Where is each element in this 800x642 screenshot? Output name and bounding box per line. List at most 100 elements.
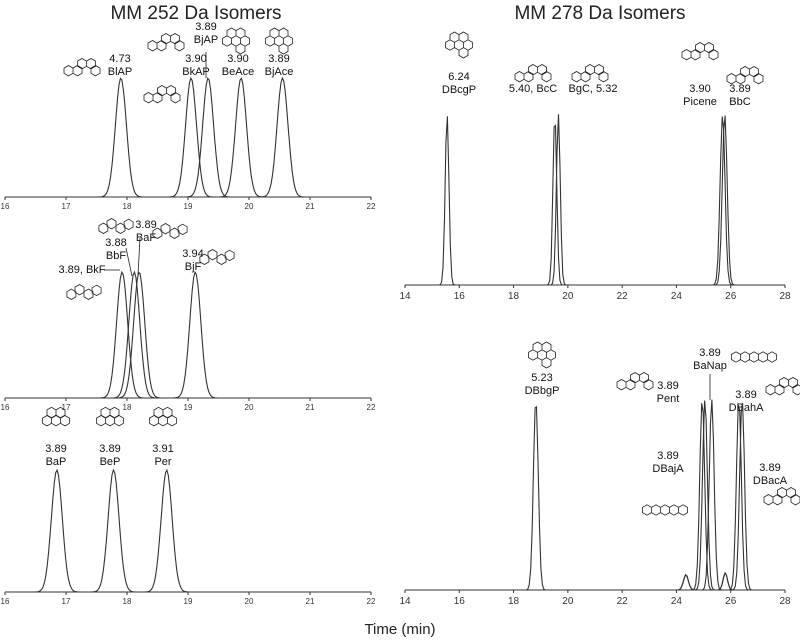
x-tick-label: 18 bbox=[123, 403, 132, 412]
baf-structure-icon bbox=[152, 223, 188, 239]
peak-name-bkap: BkAP bbox=[182, 66, 210, 78]
dbcgp-structure-rings bbox=[445, 31, 473, 59]
x-tick-label: 26 bbox=[725, 291, 737, 302]
x-tick-label: 14 bbox=[399, 596, 411, 607]
peak-name-bbf: BbF bbox=[106, 250, 126, 262]
bgc-structure-rings bbox=[571, 64, 609, 83]
peak-value-dbaja: 3.89 bbox=[657, 450, 678, 462]
peak-name-bjap: BjAP bbox=[194, 34, 218, 46]
bgc-structure-icon bbox=[571, 64, 609, 83]
banap-structure-icon bbox=[731, 351, 777, 363]
peak-trace-bbc bbox=[405, 115, 785, 286]
leader-line-baf bbox=[137, 237, 141, 276]
panel-right-bottom: 14 16 18 20 22 24 26 285.23DBbgP3.89DBajA3.89Pe… bbox=[399, 341, 800, 607]
peak-value-bjace: 3.89 bbox=[268, 53, 289, 65]
peak-label-bgc: BgC, 5.32 bbox=[569, 83, 618, 95]
peak-trace-bjf bbox=[5, 270, 371, 399]
bkf-structure-rings bbox=[66, 284, 102, 300]
peak-value-blap: 4.73 bbox=[109, 53, 130, 65]
dbbgp-structure-icon bbox=[528, 341, 556, 369]
beace-structure-icon bbox=[222, 27, 250, 55]
peak-value-per: 3.91 bbox=[152, 443, 173, 455]
x-tick-label: 17 bbox=[62, 202, 71, 211]
dbcgp-structure-icon bbox=[445, 31, 473, 59]
peak-value-dbcgp: 6.24 bbox=[448, 71, 469, 83]
pent-structure-rings bbox=[616, 372, 654, 391]
peak-trace-bkap bbox=[5, 76, 371, 198]
peak-trace-pent bbox=[405, 400, 785, 591]
peak-name-bjace: BjAce bbox=[265, 66, 294, 78]
bkap-structure-icon bbox=[147, 33, 185, 52]
peak-value-picene: 3.90 bbox=[689, 83, 710, 95]
bep-structure-rings bbox=[96, 406, 124, 427]
beace-structure-rings bbox=[222, 27, 250, 55]
peak-name-dbbgp: DBbgP bbox=[525, 385, 560, 397]
peak-trace-dbaca bbox=[405, 402, 785, 591]
x-tick-label: 21 bbox=[306, 202, 315, 211]
x-tick-label: 18 bbox=[508, 291, 520, 302]
x-tick-label: 28 bbox=[779, 596, 791, 607]
peak-name-baf: BaF bbox=[136, 232, 156, 244]
dbaja-structure-rings bbox=[642, 504, 688, 516]
peak-name-per: Per bbox=[154, 456, 171, 468]
dbaha-structure-rings bbox=[765, 377, 800, 396]
peak-trace-bkf bbox=[5, 270, 371, 399]
bkap-structure-rings bbox=[147, 33, 185, 52]
peak-name-bbc: BbC bbox=[729, 96, 750, 108]
peak-value-bbc: 3.89 bbox=[729, 83, 750, 95]
x-tick-label: 19 bbox=[184, 597, 193, 606]
peak-name-bjf: BjF bbox=[185, 261, 202, 273]
peak-value-dbaha: 3.89 bbox=[735, 389, 756, 401]
x-tick-label: 24 bbox=[671, 596, 683, 607]
right-heading: MM 278 Da Isomers bbox=[514, 3, 685, 24]
bbc-structure-icon bbox=[726, 66, 764, 85]
bjace-structure-icon bbox=[265, 27, 293, 55]
x-tick-label: 18 bbox=[123, 202, 132, 211]
x-tick-label: 18 bbox=[508, 596, 520, 607]
per-structure-icon bbox=[149, 406, 177, 427]
peak-name-picene: Picene bbox=[683, 96, 717, 108]
pent-structure-icon bbox=[616, 372, 654, 391]
peak-value-bap: 3.89 bbox=[45, 443, 66, 455]
peak-name-blap: BlAP bbox=[108, 66, 132, 78]
x-tick-label: 20 bbox=[245, 403, 254, 412]
x-tick-label: 16 bbox=[454, 596, 466, 607]
x-tick-label: 16 bbox=[454, 291, 466, 302]
dbaca-structure-icon bbox=[763, 487, 800, 506]
x-tick-label: 20 bbox=[562, 291, 574, 302]
bap-structure-icon bbox=[42, 406, 70, 427]
peak-name-pent: Pent bbox=[657, 393, 680, 405]
bcc-structure-icon bbox=[514, 64, 552, 83]
left-heading: MM 252 Da Isomers bbox=[110, 3, 281, 24]
bbf-structure-rings bbox=[98, 218, 134, 234]
x-tick-label: 14 bbox=[399, 291, 411, 302]
peak-trace-bap bbox=[5, 468, 371, 593]
bjf-structure-icon bbox=[199, 249, 235, 265]
peak-name-bap: BaP bbox=[46, 456, 67, 468]
peak-name-dbcgp: DBcgP bbox=[442, 84, 476, 96]
peak-value-pent: 3.89 bbox=[657, 380, 678, 392]
dbaca-structure-rings bbox=[763, 487, 800, 506]
dbaha-structure-icon bbox=[765, 377, 800, 396]
peak-trace-baf bbox=[5, 271, 371, 399]
dbaja-structure-icon bbox=[642, 504, 688, 516]
x-tick-label: 26 bbox=[725, 596, 737, 607]
blap-structure-icon bbox=[63, 58, 101, 77]
x-tick-label: 17 bbox=[62, 403, 71, 412]
peak-value-bkap: 3.90 bbox=[185, 53, 206, 65]
per-structure-rings bbox=[149, 406, 177, 427]
peak-name-dbaha: DBahA bbox=[729, 402, 765, 414]
dbbgp-structure-rings bbox=[528, 341, 556, 369]
x-tick-label: 22 bbox=[367, 202, 376, 211]
x-axis-label: Time (min) bbox=[364, 621, 435, 638]
peak-name-banap: BaNap bbox=[693, 360, 727, 372]
x-tick-label: 22 bbox=[367, 403, 376, 412]
panel-left-top: 16 17 18 19 20 21 224.73BlAP3.90BkAP3.89BjAP3.… bbox=[1, 21, 376, 211]
bcc-structure-rings bbox=[514, 64, 552, 83]
picene-structure-rings bbox=[681, 42, 719, 61]
peak-value-dbbgp: 5.23 bbox=[531, 372, 552, 384]
x-tick-label: 16 bbox=[1, 403, 10, 412]
